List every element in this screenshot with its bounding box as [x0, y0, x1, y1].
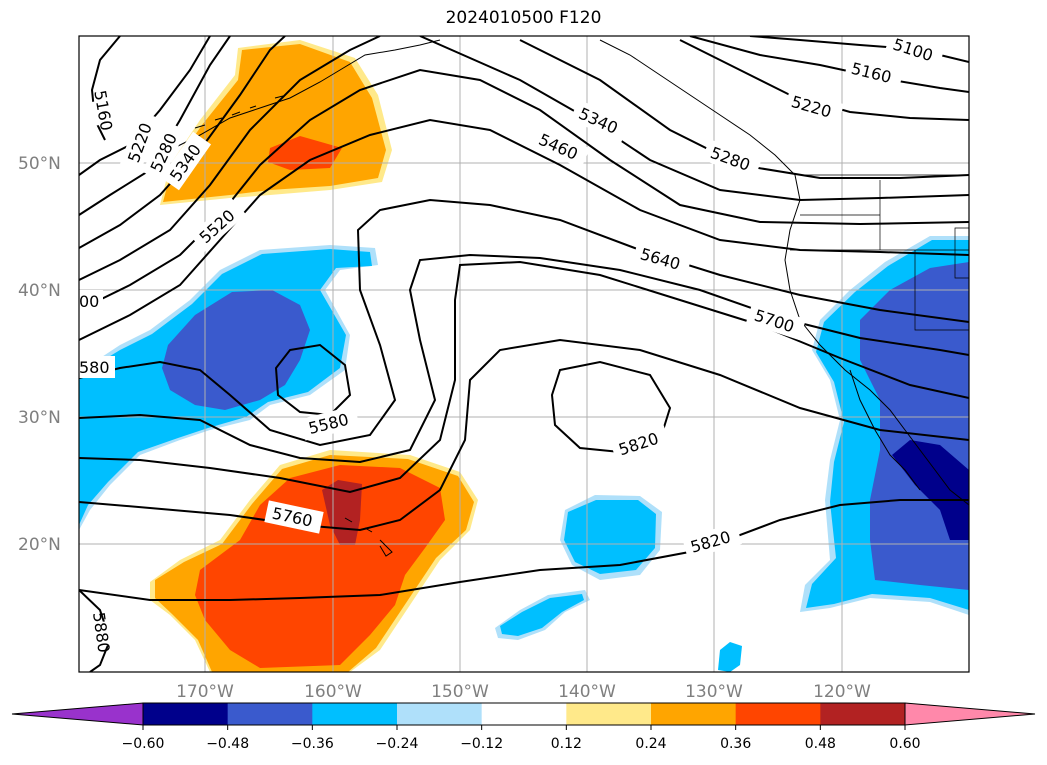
shade-negative-east-3 — [718, 642, 742, 672]
colorbar-tick-label: 0.12 — [551, 736, 582, 752]
colorbar-swatch — [312, 703, 398, 725]
colorbar-swatch — [227, 703, 313, 725]
longitude-labels: 170°W 160°W 150°W 140°W 130°W 120°W — [176, 682, 871, 702]
contour-labels: 5100 5160 5220 5160 5220 5280 5340 5340 … — [79, 36, 946, 654]
colorbar-swatch — [735, 703, 821, 725]
colorbar-tick-label: 0.36 — [720, 736, 751, 752]
map-title: 2024010500 F120 — [445, 8, 602, 28]
lat-label: 40°N — [18, 281, 61, 301]
colorbar-swatch — [481, 703, 567, 725]
lon-label: 120°W — [813, 682, 871, 702]
latitude-labels: 50°N 40°N 30°N 20°N — [18, 154, 61, 555]
contour-5460 — [79, 68, 969, 311]
contour-label: 00 — [79, 292, 99, 311]
colorbar-swatches — [12, 703, 1035, 725]
map-plot-area: 5100 5160 5220 5160 5220 5280 5340 5340 … — [79, 36, 969, 672]
colorbar-swatch — [905, 703, 1035, 725]
lon-label: 160°W — [304, 682, 362, 702]
colorbar-tick-label: 0.48 — [805, 736, 836, 752]
lat-label: 20°N — [18, 535, 61, 555]
colorbar-tick-label: 0.24 — [635, 736, 666, 752]
colorbar-frame — [142, 702, 906, 726]
lon-label: 130°W — [685, 682, 743, 702]
colorbar-tick-label: −0.36 — [291, 736, 334, 752]
contour-5100 — [749, 36, 969, 63]
coastlines — [169, 39, 969, 557]
colorbar-tick-label: −0.48 — [206, 736, 249, 752]
colorbar-tick-label: −0.12 — [460, 736, 503, 752]
baja-coast — [849, 369, 921, 491]
contour-5580 — [79, 198, 969, 447]
colorbar: −0.60 −0.48 −0.36 −0.24 −0.12 0.12 0.24 0.36 0.4… — [11, 702, 1036, 752]
lon-label: 170°W — [176, 682, 234, 702]
contour-5520 — [79, 118, 969, 341]
height-contours — [79, 36, 969, 672]
shade-negative-east-2 — [500, 594, 584, 636]
shade-positive-south-mid — [195, 465, 445, 668]
colorbar-swatch — [12, 703, 143, 725]
colorbar-ticks: −0.60 −0.48 −0.36 −0.24 −0.12 0.12 0.24 0.36 0.4… — [122, 725, 921, 752]
map-frame — [78, 35, 970, 673]
lon-label: 150°W — [431, 682, 489, 702]
shade-positive-north-core — [268, 136, 342, 170]
lon-label: 140°W — [558, 682, 616, 702]
aleutian-islands — [194, 95, 284, 129]
lat-label: 50°N — [18, 154, 61, 174]
pacific-northwest-coast — [599, 39, 969, 506]
shade-negative-central-mid — [162, 290, 310, 410]
contour-label: 580 — [79, 358, 110, 377]
gridlines — [79, 36, 969, 672]
colorbar-tick-label: 0.60 — [889, 736, 920, 752]
colorbar-tick-label: −0.60 — [122, 736, 165, 752]
colorbar-swatch — [566, 703, 652, 725]
lat-label: 30°N — [18, 408, 61, 428]
colorbar-swatch — [651, 703, 737, 725]
colorbar-swatch — [820, 703, 906, 725]
contour-5160-west — [90, 36, 121, 141]
shade-negative-us-core — [892, 440, 969, 540]
colorbar-swatch — [143, 703, 229, 725]
colorbar-swatch — [397, 703, 483, 725]
contour-5400 — [79, 36, 381, 281]
contour-5820 — [79, 499, 969, 601]
state-borders — [790, 174, 969, 331]
contour-5340-east — [419, 36, 969, 202]
colorbar-tick-label: −0.24 — [376, 736, 419, 752]
